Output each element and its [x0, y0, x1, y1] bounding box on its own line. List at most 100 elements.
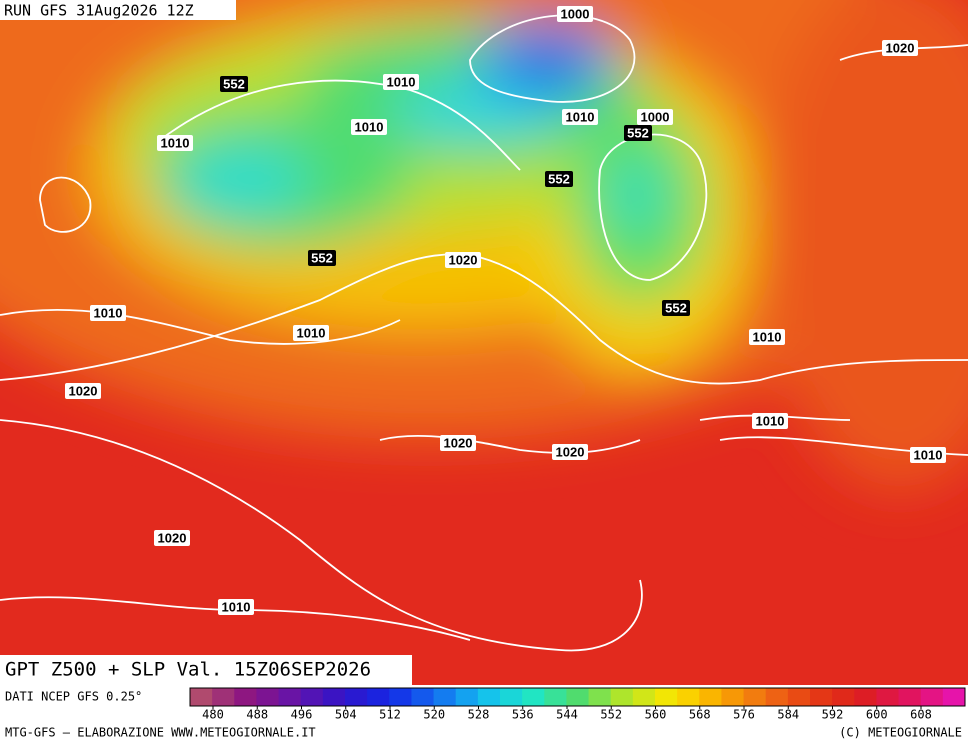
- colorbar-swatch: [920, 688, 944, 706]
- colorbar-swatch: [411, 688, 435, 706]
- pressure-label: 1010: [387, 74, 416, 89]
- header-box: [0, 0, 236, 20]
- colorbar-tick-label: 560: [645, 708, 667, 722]
- colorbar-swatch: [898, 688, 922, 706]
- colorbar-tick-label: 488: [246, 708, 268, 722]
- colorbar-swatch: [942, 688, 966, 706]
- colorbar-swatch: [477, 688, 501, 706]
- pressure-label-box: [637, 109, 673, 125]
- pressure-label-box: [218, 599, 254, 615]
- colorbar-swatch: [367, 688, 390, 706]
- colorbar-swatch: [588, 688, 612, 706]
- height-label-box: [220, 76, 248, 92]
- colorbar-swatch: [322, 688, 346, 706]
- colorbar-frame: [189, 687, 966, 707]
- pressure-label: 1010: [355, 119, 384, 134]
- colorbar-swatch: [190, 688, 213, 706]
- height-label: 552: [627, 125, 649, 140]
- pressure-label: 1000: [641, 109, 670, 124]
- colorbar-swatch: [522, 688, 545, 706]
- colorbar-swatch: [566, 688, 590, 706]
- pressure-label-box: [552, 444, 588, 460]
- colorbar-swatch: [345, 688, 368, 706]
- colorbar-tick-label: 608: [910, 708, 932, 722]
- colorbar-tick-label: 496: [291, 708, 313, 722]
- height-label-box: [662, 300, 690, 316]
- colorbar-swatch: [256, 688, 280, 706]
- pressure-label: 1010: [914, 447, 943, 462]
- colorbar-swatch: [500, 688, 523, 706]
- colorbar-swatch: [743, 688, 767, 706]
- colorbar-swatch: [787, 688, 811, 706]
- field: [0, 0, 968, 685]
- pressure-label: 1020: [444, 435, 473, 450]
- colorbar-swatch: [632, 688, 656, 706]
- copyright: (C) METEOGIORNALE: [839, 726, 962, 740]
- height-label-box: [545, 171, 573, 187]
- colorbar-swatch: [433, 688, 457, 706]
- pressure-label: 1000: [561, 6, 590, 21]
- credit: MTG-GFS — ELABORAZIONE WWW.METEOGIORNALE…: [5, 726, 316, 740]
- pressure-label: 1010: [222, 599, 251, 614]
- colorbar-tick-label: 504: [335, 708, 357, 722]
- height-label: 552: [223, 76, 245, 91]
- height-label-box: [624, 125, 652, 141]
- colorbar-swatch: [677, 688, 700, 706]
- pressure-label: 1020: [886, 40, 915, 55]
- pressure-label: 1010: [756, 413, 785, 428]
- pressure-label-box: [293, 325, 329, 341]
- colorbar-tick-label: 552: [600, 708, 622, 722]
- colorbar-tick-label: 600: [866, 708, 888, 722]
- pressure-label-box: [440, 435, 476, 451]
- colorbar-swatch: [810, 688, 833, 706]
- pressure-label-box: [65, 383, 101, 399]
- colorbar-tick-label: 512: [379, 708, 401, 722]
- pressure-label: 1020: [158, 530, 187, 545]
- colorbar-tick-label: 568: [689, 708, 711, 722]
- data-source: DATI NCEP GFS 0.25°: [5, 690, 142, 704]
- pressure-label-box: [749, 329, 785, 345]
- height-label: 552: [548, 171, 570, 186]
- colorbar-swatch: [455, 688, 479, 706]
- colorbar-tick-label: 536: [512, 708, 534, 722]
- pressure-label-box: [882, 40, 918, 56]
- colorbar-swatch: [278, 688, 302, 706]
- colorbar-swatch: [300, 688, 324, 706]
- pressure-label-box: [157, 135, 193, 151]
- colorbar-swatch: [832, 688, 855, 706]
- colorbar-swatch: [699, 688, 722, 706]
- pressure-label: 1010: [566, 109, 595, 124]
- colorbar-swatch: [876, 688, 900, 706]
- pressure-label: 1010: [297, 325, 326, 340]
- pressure-label-box: [562, 109, 598, 125]
- pressure-label-box: [383, 74, 419, 90]
- colorbar: 480 488 496 504 512 520 528 536 544 552 560 568 576 5…: [189, 687, 966, 722]
- map-title: GPT Z500 + SLP Val. 15Z06SEP2026: [5, 659, 371, 681]
- pressure-label: 1010: [94, 305, 123, 320]
- pressure-label: 1010: [753, 329, 782, 344]
- pressure-label-box: [90, 305, 126, 321]
- colorbar-swatch: [212, 688, 235, 706]
- pressure-label-box: [910, 447, 946, 463]
- colorbar-swatch: [544, 688, 567, 706]
- pressure-label: 1010: [161, 135, 190, 150]
- colorbar-swatch: [765, 688, 789, 706]
- pressure-label-box: [351, 119, 387, 135]
- run-title: RUN GFS 31Aug2026 12Z: [4, 2, 194, 20]
- height-label-box: [308, 250, 336, 266]
- colorbar-swatch: [389, 688, 412, 706]
- colorbar-tick-label: 592: [822, 708, 844, 722]
- colorbar-swatch: [655, 688, 678, 706]
- colorbar-tick-label: 480: [202, 708, 224, 722]
- pressure-label: 1020: [449, 252, 478, 267]
- colorbar-swatch: [721, 688, 745, 706]
- pressure-label: 1020: [556, 444, 585, 459]
- colorbar-tick-label: 528: [468, 708, 490, 722]
- colorbar-tick-label: 576: [733, 708, 755, 722]
- footer-box: [0, 655, 412, 685]
- colorbar-tick-label: 544: [556, 708, 578, 722]
- colorbar-swatch: [854, 688, 877, 706]
